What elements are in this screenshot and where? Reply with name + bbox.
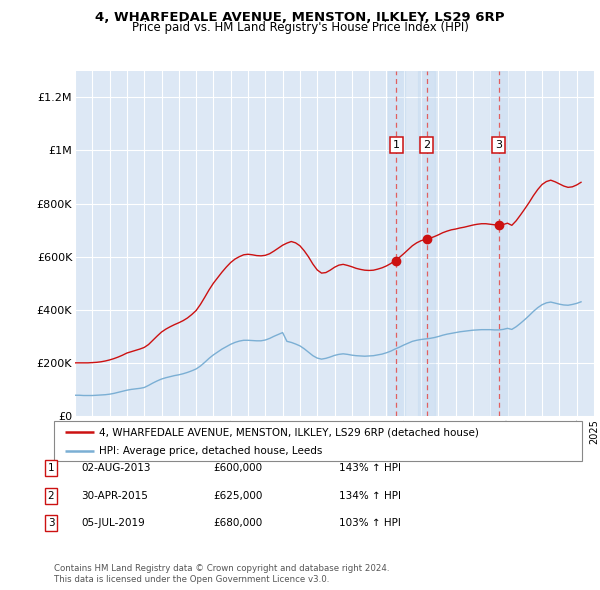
Text: 3: 3 [496, 140, 502, 150]
Text: 2: 2 [47, 491, 55, 500]
Text: Price paid vs. HM Land Registry's House Price Index (HPI): Price paid vs. HM Land Registry's House … [131, 21, 469, 34]
Text: 02-AUG-2013: 02-AUG-2013 [81, 463, 151, 473]
Bar [388, 71, 405, 416]
Text: £680,000: £680,000 [213, 519, 262, 528]
Text: 4, WHARFEDALE AVENUE, MENSTON, ILKLEY, LS29 6RP (detached house): 4, WHARFEDALE AVENUE, MENSTON, ILKLEY, L… [99, 427, 479, 437]
Text: £625,000: £625,000 [213, 491, 262, 500]
Text: 30-APR-2015: 30-APR-2015 [81, 491, 148, 500]
Text: 134% ↑ HPI: 134% ↑ HPI [339, 491, 401, 500]
Text: 05-JUL-2019: 05-JUL-2019 [81, 519, 145, 528]
Text: This data is licensed under the Open Government Licence v3.0.: This data is licensed under the Open Gov… [54, 575, 329, 584]
Bar [418, 71, 436, 416]
Text: 2: 2 [423, 140, 430, 150]
Text: 1: 1 [47, 463, 55, 473]
Text: 4, WHARFEDALE AVENUE, MENSTON, ILKLEY, LS29 6RP: 4, WHARFEDALE AVENUE, MENSTON, ILKLEY, L… [95, 11, 505, 24]
Text: 103% ↑ HPI: 103% ↑ HPI [339, 519, 401, 528]
Text: Contains HM Land Registry data © Crown copyright and database right 2024.: Contains HM Land Registry data © Crown c… [54, 565, 389, 573]
Text: 1: 1 [393, 140, 400, 150]
Bar [490, 71, 508, 416]
Text: 3: 3 [47, 519, 55, 528]
Text: £600,000: £600,000 [213, 463, 262, 473]
FancyBboxPatch shape [54, 421, 582, 461]
Text: 143% ↑ HPI: 143% ↑ HPI [339, 463, 401, 473]
Text: HPI: Average price, detached house, Leeds: HPI: Average price, detached house, Leed… [99, 445, 322, 455]
